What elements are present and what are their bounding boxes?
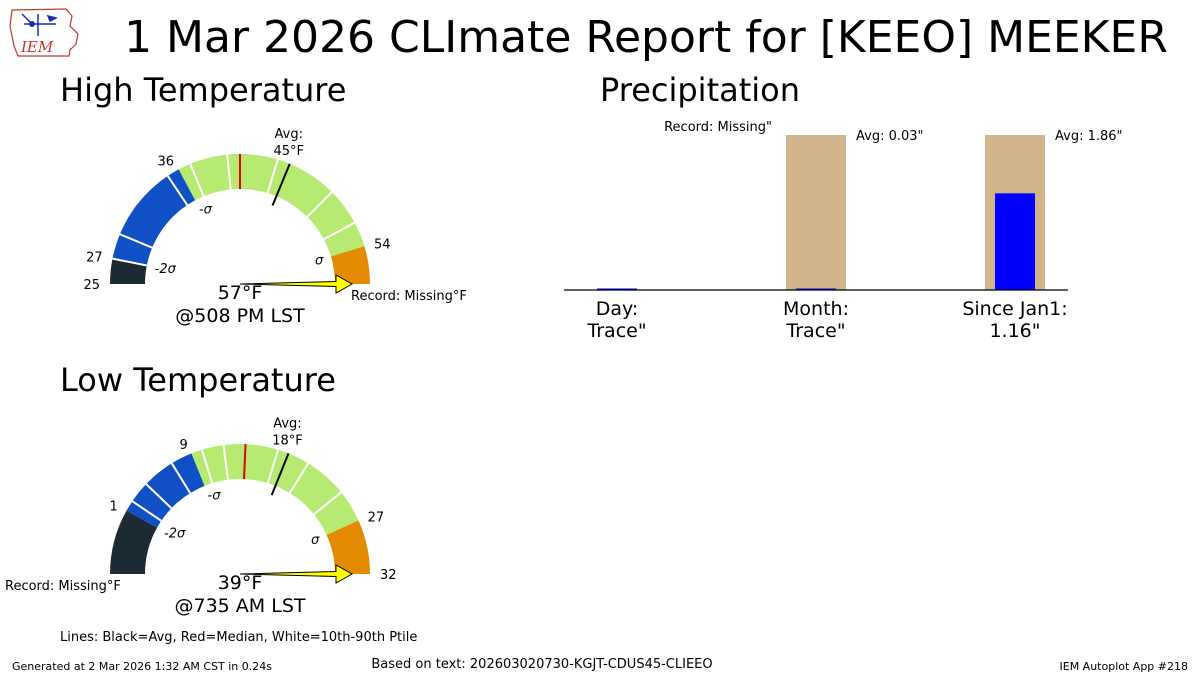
low-gauge-tick-label: 32 <box>380 568 397 583</box>
precip-observed-bar <box>597 288 637 290</box>
high-gauge-zone-normal <box>178 154 365 257</box>
precip-category-label: Since Jan1: <box>962 298 1067 320</box>
low-gauge-zone-2sigma-to-1sigma <box>126 453 205 528</box>
high-temperature-title: High Temperature <box>60 71 346 109</box>
high-gauge-ptile-line <box>226 154 232 190</box>
low-observed-time: @735 AM LST <box>175 595 306 617</box>
precip-observed-bar <box>796 288 836 290</box>
low-gauge-sigma-label: -σ <box>208 488 222 503</box>
high-gauge-ptile-line <box>323 221 356 241</box>
low-temperature-title: Low Temperature <box>60 361 336 399</box>
low-gauge-sigma-label: σ <box>311 533 320 548</box>
high-observed-arrow <box>239 274 354 294</box>
high-gauge-zone-below-2sigma <box>110 258 147 284</box>
low-gauge-avg-line <box>270 453 290 496</box>
footer-app: IEM Autoplot App #218 <box>1060 660 1189 673</box>
low-gauge-sigma-label: -2σ <box>164 527 186 542</box>
low-gauge-lines <box>131 444 342 522</box>
high-gauge-ptile-line <box>166 175 189 206</box>
high-temperature-gauge: High Temperature 25 27 36 54 -2σ -σ σ Avg: 45°… <box>60 71 467 327</box>
footer-based-on: Based on text: 202603020730-KGJT-CDUS45-… <box>371 657 712 672</box>
high-gauge-sigma-label: -σ <box>199 202 213 217</box>
low-avg-label: Avg: <box>273 416 301 431</box>
high-gauge-tick-label: 25 <box>83 278 100 293</box>
low-gauge-tick-label: 9 <box>180 438 188 453</box>
precip-category-label: Day: <box>596 298 639 320</box>
precipitation-title: Precipitation <box>600 71 800 109</box>
page-title: 1 Mar 2026 CLImate Report for [KEEO] MEE… <box>124 12 1168 63</box>
low-gauge-tick-label: 27 <box>368 510 385 525</box>
precip-record-label: Record: Missing" <box>664 120 772 135</box>
high-gauge-ptile-line <box>306 191 333 218</box>
high-gauge-tick-label: 27 <box>86 251 103 266</box>
precip-observed-label: 1.16" <box>989 320 1040 342</box>
high-gauge-arcs <box>110 154 370 284</box>
high-gauge-sigma-label: σ <box>315 254 324 269</box>
precip-category-label: Month: <box>783 298 849 320</box>
high-gauge-ptile-line <box>266 159 279 194</box>
low-gauge-ptile-line <box>288 462 310 494</box>
precip-observed-bar <box>995 193 1035 290</box>
low-gauge-ptile-line <box>266 449 280 484</box>
high-gauge-ptile-line <box>119 233 153 249</box>
precip-labels: Day:Trace"Avg: 0.03"Month:Trace"Avg: 1.8… <box>586 129 1122 342</box>
low-gauge-arcs <box>110 444 370 574</box>
low-gauge-ptile-line <box>131 500 162 522</box>
high-gauge-ptile-line <box>112 257 148 267</box>
iowa-state-outline <box>9 8 79 57</box>
precip-avg-label: Avg: 1.86" <box>1055 129 1123 144</box>
low-gauge-ptile-line <box>145 483 173 509</box>
low-avg-value: 18°F <box>272 433 303 448</box>
low-gauge-zone-below-2sigma <box>110 510 158 574</box>
low-gauge-ptile-line <box>200 449 214 484</box>
high-gauge-zone-2sigma-to-1sigma <box>112 169 196 266</box>
high-avg-value: 45°F <box>273 144 304 159</box>
low-record-label: Record: Missing°F <box>5 579 121 594</box>
precip-observed-label: Trace" <box>586 320 646 342</box>
legend-note: Lines: Black=Avg, Red=Median, White=10th… <box>60 630 417 645</box>
high-gauge-ptile-line <box>189 163 205 197</box>
low-gauge-zone-above-1sigma <box>326 520 370 574</box>
high-gauge-tick-label: 54 <box>374 237 391 252</box>
high-observed-time: @508 PM LST <box>175 305 305 327</box>
low-gauge-ptile-line <box>222 444 229 480</box>
precip-avg-label: Avg: 0.03" <box>856 129 924 144</box>
weather-station-icon <box>21 13 59 36</box>
high-gauge-sigma-label: -2σ <box>155 262 177 277</box>
low-gauge-ptile-line <box>170 462 192 494</box>
precipitation-chart: Precipitation Record: Missing" Day:Trace… <box>564 71 1123 342</box>
high-gauge-tick-label: 36 <box>157 155 174 170</box>
low-gauge-tick-label: 1 <box>109 500 117 515</box>
high-gauge-labels: 25 27 36 54 -2σ -σ σ <box>83 155 390 293</box>
high-observed-value: 57°F <box>218 282 263 304</box>
precip-observed-label: Trace" <box>785 320 845 342</box>
footer-generated: Generated at 2 Mar 2026 1:32 AM CST in 0… <box>12 660 272 673</box>
low-gauge-median-line <box>243 444 247 480</box>
high-gauge-lines <box>112 154 356 267</box>
low-temperature-gauge: Low Temperature 1 9 27 32 -2σ -σ σ Avg: 18°F 3… <box>5 361 397 617</box>
high-gauge-avg-line <box>271 163 291 206</box>
high-record-label: Record: Missing°F <box>351 289 467 304</box>
low-gauge-ptile-line <box>313 491 342 516</box>
logo-text: IEM <box>20 38 54 56</box>
precip-avg-bar <box>786 135 846 290</box>
high-avg-label: Avg: <box>275 127 303 142</box>
low-observed-value: 39°F <box>218 572 263 594</box>
iem-logo: IEM <box>9 8 79 57</box>
low-gauge-labels: 1 9 27 32 -2σ -σ σ <box>109 438 396 583</box>
precip-bars <box>597 135 1045 290</box>
low-observed-arrow <box>239 564 354 584</box>
high-gauge-zone-above-1sigma <box>330 246 370 284</box>
